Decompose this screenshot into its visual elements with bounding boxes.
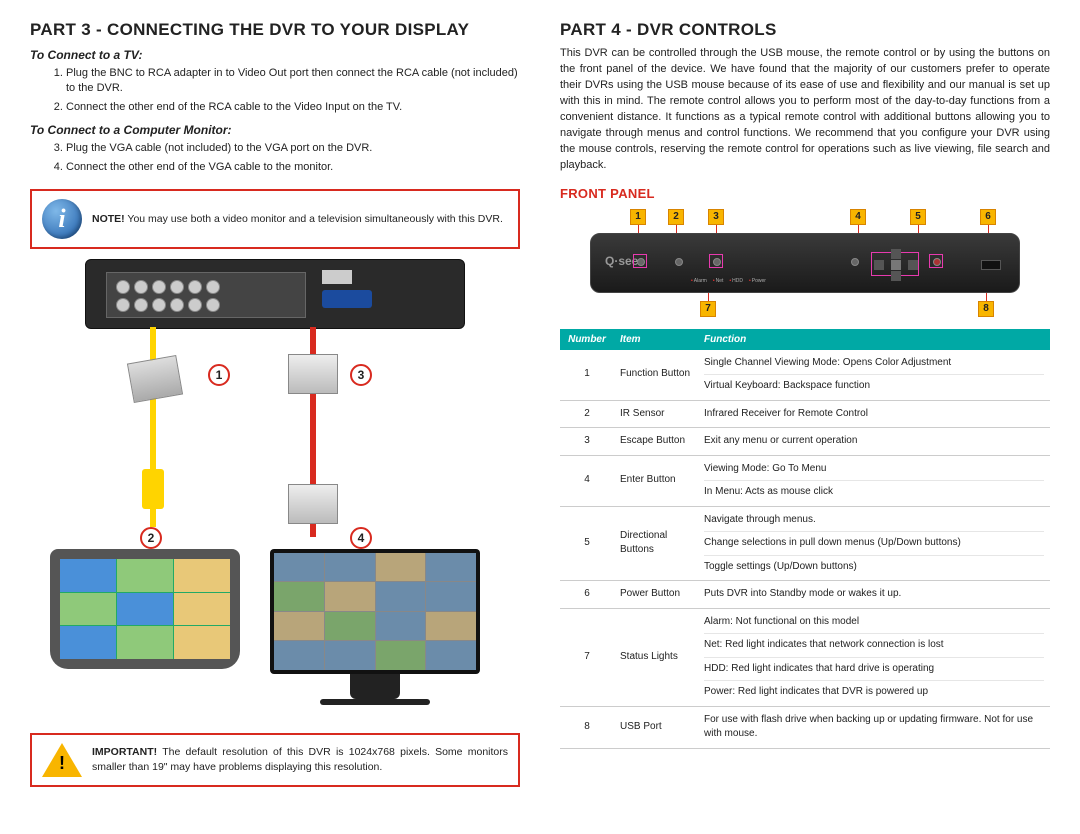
table-row: 5Directional ButtonsNavigate through men…	[560, 506, 1050, 581]
callout-1: 1	[208, 364, 230, 386]
fp-callout: 6	[980, 209, 996, 225]
monitor-steps: Plug the VGA cable (not included) to the…	[66, 141, 520, 175]
cell-item: USB Port	[614, 706, 698, 748]
part4-column: PART 4 - DVR CONTROLS This DVR can be co…	[560, 20, 1050, 814]
fp-callout: 3	[708, 209, 724, 225]
bnc-adapter	[127, 355, 183, 403]
table-row: 1Function ButtonSingle Channel Viewing M…	[560, 350, 1050, 401]
dvr-back-illustration	[85, 259, 465, 329]
connection-diagram: 1 2 3 4	[30, 259, 520, 719]
vga-connector	[288, 484, 338, 524]
vga-connector	[288, 354, 338, 394]
callout-2: 2	[140, 527, 162, 549]
part4-title: PART 4 - DVR CONTROLS	[560, 20, 1050, 40]
cell-function: Exit any menu or current operation	[698, 428, 1050, 456]
part3-column: PART 3 - CONNECTING THE DVR TO YOUR DISP…	[30, 20, 520, 814]
table-row: 2IR SensorInfrared Receiver for Remote C…	[560, 400, 1050, 428]
front-panel-table: Number Item Function 1Function ButtonSin…	[560, 329, 1050, 749]
fp-callout: 2	[668, 209, 684, 225]
cell-function: Puts DVR into Standby mode or wakes it u…	[698, 581, 1050, 609]
cell-number: 3	[560, 428, 614, 456]
fp-callout: 8	[978, 301, 994, 317]
part3-title: PART 3 - CONNECTING THE DVR TO YOUR DISP…	[30, 20, 520, 40]
cell-function: Viewing Mode: Go To MenuIn Menu: Acts as…	[698, 455, 1050, 506]
cell-item: Enter Button	[614, 455, 698, 506]
th-item: Item	[614, 329, 698, 350]
tv-steps: Plug the BNC to RCA adapter in to Video …	[66, 66, 520, 115]
tv-illustration	[50, 549, 240, 699]
table-row: 7Status LightsAlarm: Not functional on t…	[560, 608, 1050, 706]
monitor-heading: To Connect to a Computer Monitor:	[30, 123, 520, 137]
callout-4: 4	[350, 527, 372, 549]
cell-item: IR Sensor	[614, 400, 698, 428]
cell-number: 2	[560, 400, 614, 428]
tv-heading: To Connect to a TV:	[30, 48, 520, 62]
cell-number: 4	[560, 455, 614, 506]
cell-function: Infrared Receiver for Remote Control	[698, 400, 1050, 428]
list-item: Connect the other end of the VGA cable t…	[66, 160, 520, 175]
front-panel-figure: 1 2 3 4 5 6 7 8 Q·see AlarmNetHDD	[590, 209, 1020, 319]
list-item: Connect the other end of the RCA cable t…	[66, 100, 520, 115]
cell-number: 7	[560, 608, 614, 706]
list-item: Plug the VGA cable (not included) to the…	[66, 141, 520, 156]
note-text: NOTE! You may use both a video monitor a…	[92, 212, 503, 227]
important-box: IMPORTANT! The default resolution of thi…	[30, 733, 520, 787]
cell-function: Navigate through menus.Change selections…	[698, 506, 1050, 581]
table-row: 8USB PortFor use with flash drive when b…	[560, 706, 1050, 748]
cell-item: Function Button	[614, 350, 698, 401]
cell-item: Status Lights	[614, 608, 698, 706]
status-leds: AlarmNetHDDPower	[691, 278, 766, 284]
list-item: Plug the BNC to RCA adapter in to Video …	[66, 66, 520, 97]
table-row: 3Escape ButtonExit any menu or current o…	[560, 428, 1050, 456]
monitor-illustration	[270, 549, 480, 709]
cell-item: Directional Buttons	[614, 506, 698, 581]
warning-icon	[42, 743, 82, 777]
th-function: Function	[698, 329, 1050, 350]
dvr-front-illustration: Q·see AlarmNetHDDPower	[590, 233, 1020, 293]
table-row: 4Enter ButtonViewing Mode: Go To MenuIn …	[560, 455, 1050, 506]
cell-item: Escape Button	[614, 428, 698, 456]
front-panel-heading: FRONT PANEL	[560, 186, 1050, 201]
usb-port-front	[981, 260, 1001, 270]
note-box: i NOTE! You may use both a video monitor…	[30, 189, 520, 249]
th-number: Number	[560, 329, 614, 350]
cell-number: 5	[560, 506, 614, 581]
table-row: 6Power ButtonPuts DVR into Standby mode …	[560, 581, 1050, 609]
callout-3: 3	[350, 364, 372, 386]
cell-number: 1	[560, 350, 614, 401]
important-text: IMPORTANT! The default resolution of thi…	[92, 745, 508, 774]
cell-function: Single Channel Viewing Mode: Opens Color…	[698, 350, 1050, 401]
rca-plug	[142, 469, 164, 509]
fp-callout: 5	[910, 209, 926, 225]
fp-callout: 4	[850, 209, 866, 225]
cell-function: Alarm: Not functional on this modelNet: …	[698, 608, 1050, 706]
info-icon: i	[42, 199, 82, 239]
dpad-buttons	[871, 252, 919, 276]
cell-function: For use with flash drive when backing up…	[698, 706, 1050, 748]
cell-number: 8	[560, 706, 614, 748]
fp-callout: 7	[700, 301, 716, 317]
fp-callout: 1	[630, 209, 646, 225]
cell-number: 6	[560, 581, 614, 609]
part4-intro: This DVR can be controlled through the U…	[560, 46, 1050, 174]
cell-item: Power Button	[614, 581, 698, 609]
